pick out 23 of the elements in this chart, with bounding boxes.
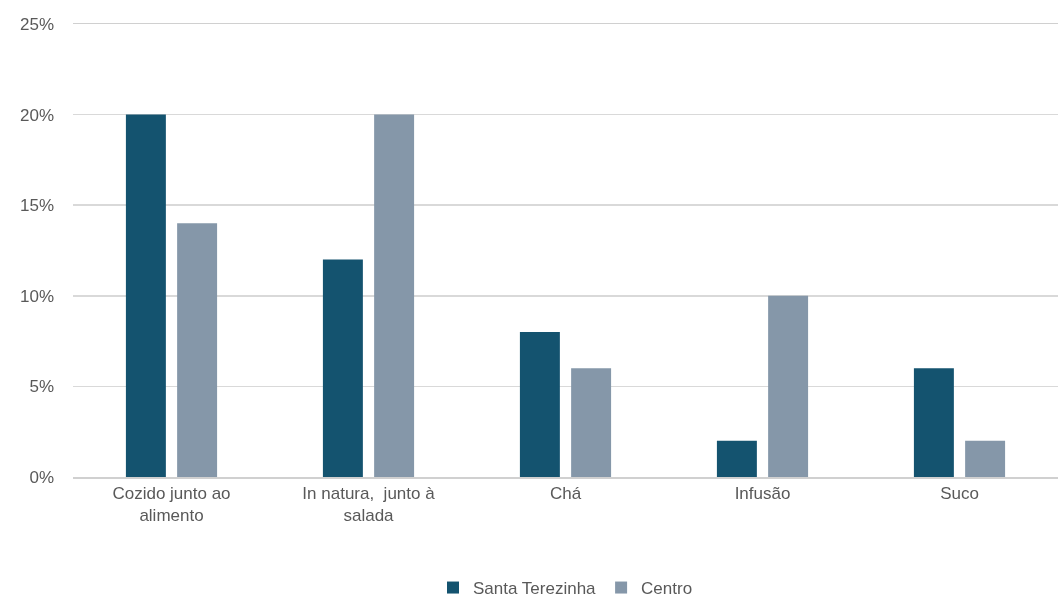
bar (965, 440, 1006, 477)
bar (125, 114, 166, 477)
bar (571, 368, 612, 477)
bar (177, 223, 218, 477)
x-tick-label: Suco (940, 483, 979, 503)
y-tick-label: 0% (29, 467, 54, 487)
bar (768, 295, 809, 477)
legend-label: Santa Terezinha (473, 579, 597, 599)
x-tick-label: Infusão (734, 483, 791, 503)
bar (374, 114, 415, 477)
bar (519, 332, 560, 477)
y-tick-label: 20% (19, 105, 54, 125)
bar (716, 440, 757, 477)
legend-label: Centro (641, 579, 693, 599)
y-tick-label: 5% (29, 377, 54, 397)
y-tick-label: 25% (19, 14, 54, 34)
x-tick-label: Cozido junto ao alimento (112, 483, 231, 525)
y-tick-label: 15% (19, 196, 54, 216)
x-tick-label: Chá (549, 483, 582, 503)
bar (913, 368, 954, 477)
x-tick-label: In natura, junto à salada (302, 483, 436, 525)
bar (322, 259, 363, 477)
y-tick-label: 10% (19, 286, 54, 306)
